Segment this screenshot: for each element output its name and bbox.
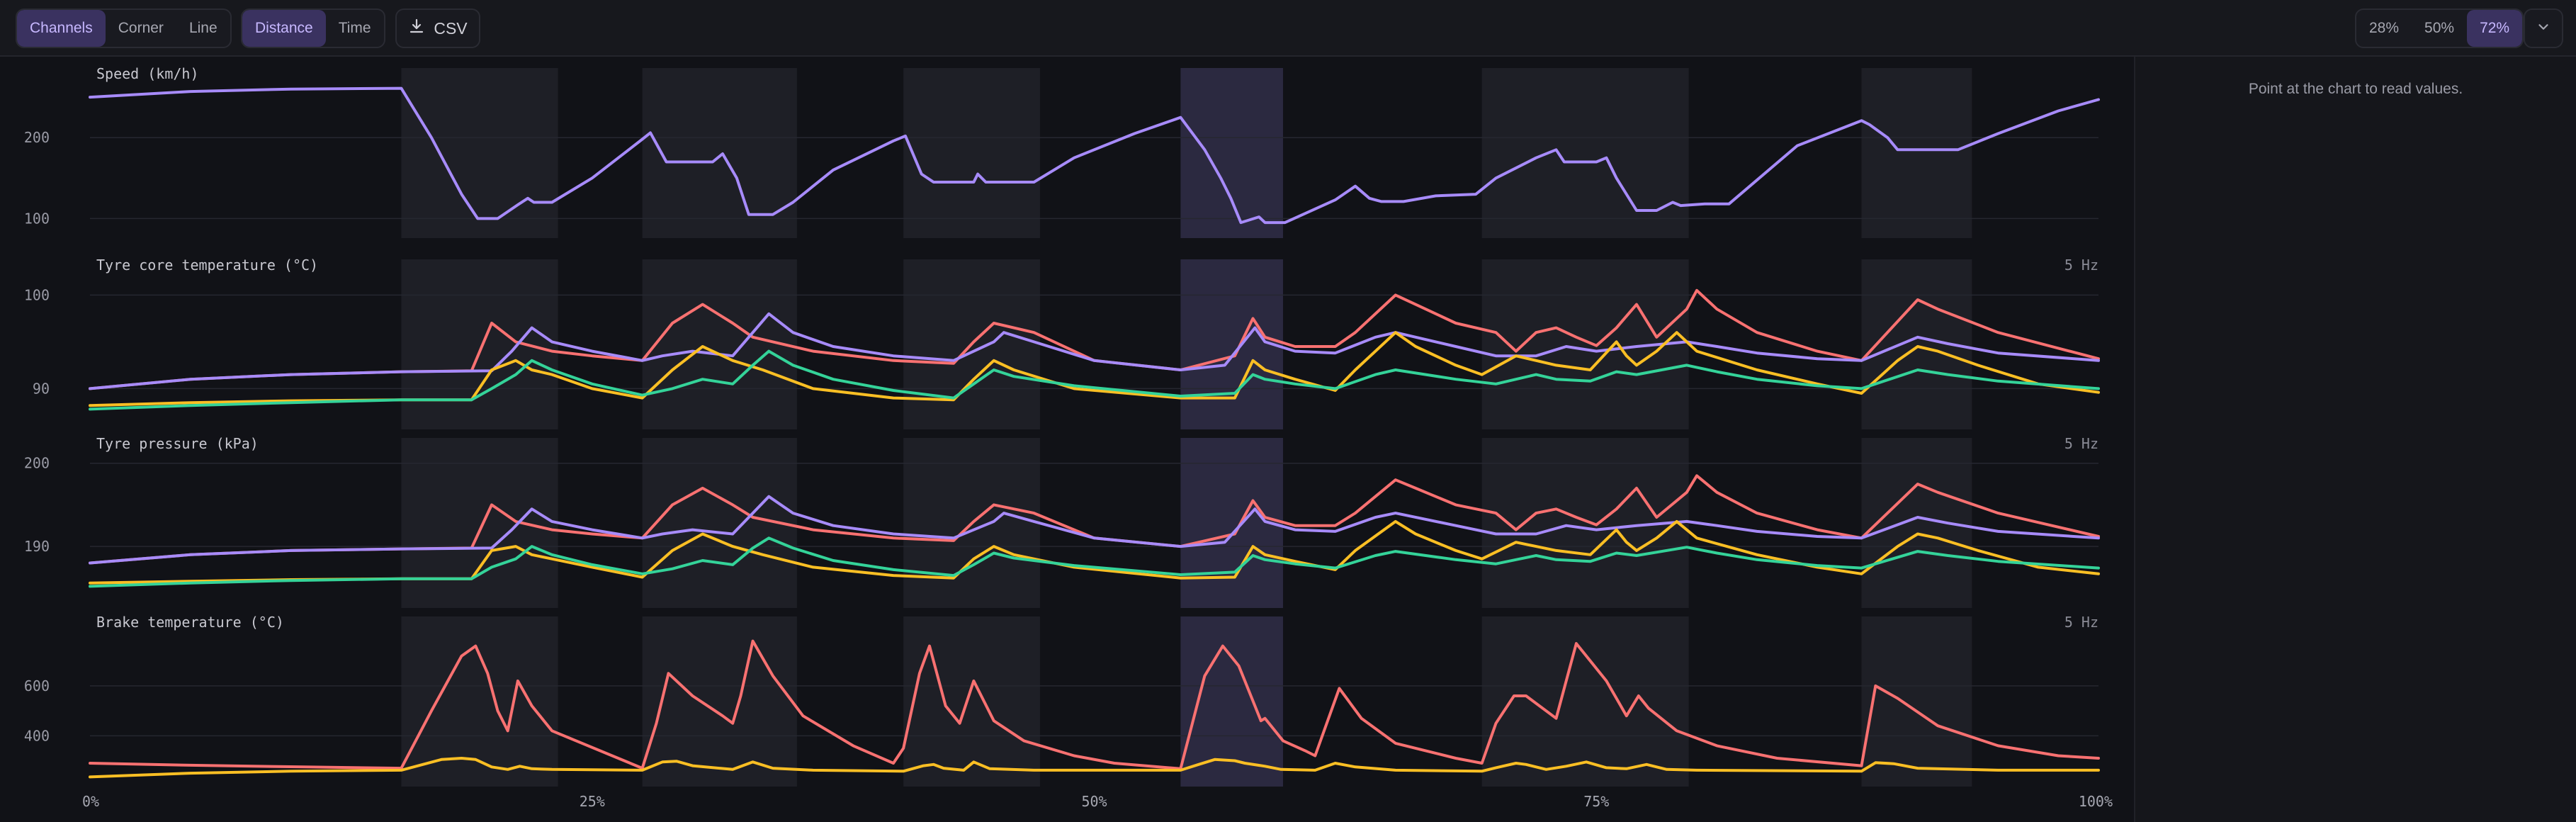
download-icon	[408, 18, 425, 39]
series-line-green	[89, 536, 2100, 588]
zoom-72[interactable]: 72%	[2467, 10, 2523, 47]
series-line-red	[89, 474, 2100, 565]
axis-mode-distance[interactable]: Distance	[242, 10, 326, 47]
series-line-red	[89, 288, 2100, 390]
series-line-purple	[89, 495, 2100, 565]
series-line-purple	[89, 86, 2100, 225]
zoom-switch: 28% 50% 72%	[2355, 9, 2524, 48]
x-tick-label: 50%	[1081, 793, 1107, 810]
y-tick-label: 100	[24, 286, 50, 303]
panel-rate: 5 Hz	[2064, 257, 2098, 274]
y-tick-label: 100	[24, 210, 50, 227]
series-line-yellow	[89, 757, 2100, 779]
series-line-green	[89, 349, 2100, 411]
panel-rate: 5 Hz	[2064, 614, 2098, 631]
corner-zone	[642, 259, 797, 429]
corner-zone	[903, 68, 1040, 238]
corner-zone	[642, 438, 797, 608]
readout-panel: Point at the chart to read values.	[2135, 57, 2576, 822]
x-tick-label: 75%	[1583, 793, 1609, 810]
panel-title: Tyre pressure (kPa)	[96, 435, 259, 452]
more-menu-button[interactable]	[2524, 9, 2563, 48]
view-mode-line[interactable]: Line	[188, 20, 218, 36]
channel-chart-svg[interactable]: 200 100 Speed (km/h) 100 90 Tyre core tempera…	[0, 57, 2134, 822]
readout-hint: Point at the chart to read values.	[2248, 81, 2463, 97]
series-line-yellow	[89, 331, 2100, 407]
corner-zone	[642, 616, 797, 787]
corner-zone	[1481, 68, 1689, 238]
corner-zone	[1861, 616, 1972, 787]
corner-zone	[1481, 616, 1689, 787]
zoom-50[interactable]: 50%	[2424, 20, 2455, 36]
corner-zone	[401, 259, 558, 429]
corner-zone	[1180, 259, 1283, 429]
x-tick-label: 100%	[2079, 793, 2113, 810]
channel-chart[interactable]: 200 100 Speed (km/h) 100 90 Tyre core tempera…	[0, 57, 2134, 822]
chevron-down-icon	[2536, 19, 2551, 38]
export-csv-label: CSV	[434, 18, 468, 38]
corner-zone	[1861, 68, 1972, 238]
corner-zone	[401, 68, 558, 238]
y-tick-label: 200	[24, 129, 50, 146]
corner-zone	[401, 616, 558, 787]
panel-divider	[2134, 57, 2135, 822]
zoom-28[interactable]: 28%	[2369, 20, 2400, 36]
panel-title: Tyre core temperature (°C)	[96, 257, 318, 274]
panel-title: Brake temperature (°C)	[96, 614, 284, 631]
x-tick-label: 0%	[82, 793, 99, 810]
axis-mode-time[interactable]: Time	[338, 20, 371, 36]
view-mode-corner[interactable]: Corner	[118, 20, 164, 36]
corner-zone	[903, 616, 1040, 787]
series-line-yellow	[89, 519, 2100, 585]
toolbar: Channels Corner Line Distance Time CSV 2…	[0, 0, 2576, 57]
panel-title: Speed (km/h)	[96, 65, 199, 82]
y-tick-label: 190	[24, 538, 50, 555]
y-tick-label: 90	[33, 380, 50, 397]
y-tick-label: 600	[24, 677, 50, 694]
y-tick-label: 200	[24, 455, 50, 472]
series-line-red	[89, 639, 2100, 770]
corner-zone	[1180, 68, 1283, 238]
view-mode-channels[interactable]: Channels	[17, 10, 106, 47]
view-mode-switch: Channels Corner Line	[16, 9, 232, 48]
panel-rate: 5 Hz	[2064, 435, 2098, 452]
series-line-purple	[89, 312, 2100, 390]
x-tick-label: 25%	[580, 793, 605, 810]
y-tick-label: 400	[24, 727, 50, 744]
axis-mode-switch: Distance Time	[241, 9, 385, 48]
corner-zone	[642, 68, 797, 238]
export-csv-button[interactable]: CSV	[395, 9, 480, 48]
